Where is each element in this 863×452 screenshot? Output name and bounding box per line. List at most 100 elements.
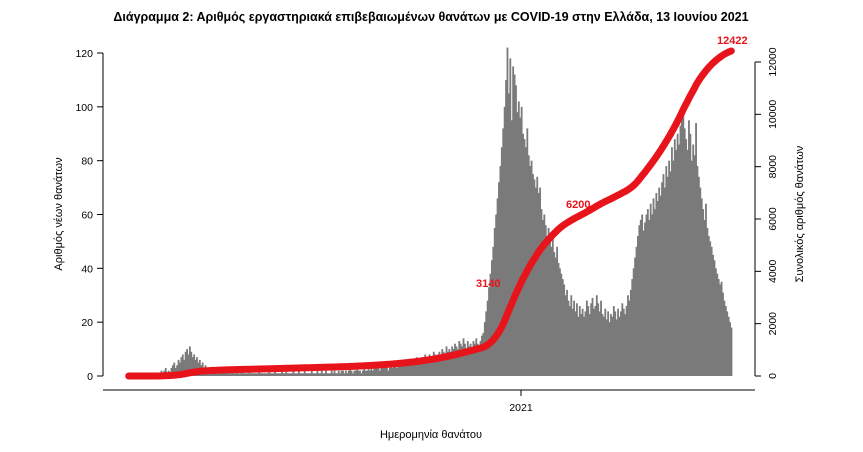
bar	[466, 341, 469, 376]
bar	[550, 246, 553, 376]
bar	[288, 373, 291, 376]
bar	[496, 198, 499, 376]
bar	[546, 236, 549, 376]
bar	[308, 373, 310, 376]
bar	[549, 241, 551, 376]
bar	[526, 128, 529, 376]
bar	[268, 370, 271, 376]
bar	[286, 373, 289, 376]
bar	[407, 362, 410, 376]
bar	[478, 346, 481, 376]
bar	[386, 367, 388, 376]
bar	[512, 66, 515, 377]
bar	[447, 351, 449, 376]
bar	[651, 214, 653, 376]
right-y-ticks: 0 2000 4000 6000 8000 10000 12000	[755, 47, 779, 379]
bar	[482, 332, 485, 376]
bar	[509, 58, 512, 376]
bar	[322, 373, 325, 376]
bar	[285, 370, 288, 376]
bar	[313, 373, 316, 376]
bar	[503, 106, 506, 376]
bar	[371, 370, 374, 376]
bar	[730, 327, 733, 376]
bar	[335, 373, 337, 376]
bar	[401, 359, 404, 376]
bar	[726, 311, 729, 376]
bar	[173, 362, 176, 376]
left-y-tick-label: 40	[81, 263, 93, 275]
bar	[333, 370, 336, 376]
left-y-tick-label: 80	[81, 156, 93, 168]
left-y-axis: 0 20 40 60 80 100 120	[75, 48, 104, 383]
bar	[532, 174, 534, 377]
bar	[669, 171, 672, 376]
bar	[481, 335, 483, 377]
right-y-tick-label: 6000	[767, 207, 779, 231]
bar	[394, 362, 397, 376]
bar	[578, 306, 581, 376]
bar	[659, 195, 662, 376]
bar	[237, 373, 239, 376]
bar	[723, 300, 726, 376]
bar	[615, 319, 618, 376]
bar	[645, 214, 648, 376]
bar	[542, 219, 544, 376]
bar	[377, 367, 380, 376]
bar	[625, 306, 628, 376]
bar	[492, 246, 495, 376]
bar	[671, 147, 673, 376]
bar	[405, 365, 408, 376]
bar	[234, 373, 237, 376]
bar	[332, 373, 334, 376]
right-y-tick-label: 0	[767, 373, 779, 379]
bar	[580, 314, 583, 376]
bar	[536, 176, 539, 376]
bar	[551, 236, 554, 376]
bar	[559, 268, 561, 376]
bar	[352, 373, 354, 376]
bar	[230, 373, 232, 376]
bar	[697, 176, 700, 376]
bar	[340, 370, 343, 376]
bar	[387, 370, 390, 376]
bar	[560, 273, 563, 376]
bar	[347, 370, 350, 376]
bar	[366, 370, 369, 376]
bar	[187, 354, 190, 376]
bar	[561, 279, 564, 376]
bar	[367, 367, 370, 376]
bar	[628, 300, 631, 376]
left-y-tick-label: 100	[75, 102, 93, 114]
bar	[258, 370, 261, 376]
x-axis-label: Ημερομηνία θανάτου	[380, 429, 482, 441]
bar	[391, 367, 394, 376]
y2-axis-label: Συνολικός αριθμός θανάτων	[794, 145, 806, 282]
bar	[525, 147, 527, 376]
bar	[349, 367, 351, 376]
bar	[430, 357, 432, 376]
bar	[685, 139, 688, 376]
bar	[264, 373, 266, 376]
bar	[428, 354, 431, 376]
bar	[259, 373, 262, 376]
bar	[295, 373, 298, 376]
bar	[595, 295, 598, 376]
bar	[303, 370, 306, 376]
bar	[706, 227, 709, 376]
bar	[507, 93, 510, 377]
bar	[517, 101, 520, 376]
bar	[240, 373, 242, 376]
bar	[702, 209, 705, 376]
bar	[274, 370, 276, 376]
left-y-tick-label: 20	[81, 317, 93, 329]
bar	[465, 349, 468, 376]
bar	[665, 166, 668, 376]
bar	[680, 114, 683, 376]
bar	[696, 166, 699, 376]
bar	[683, 128, 686, 376]
bar	[587, 306, 590, 376]
bar	[261, 373, 264, 376]
bar	[624, 314, 627, 376]
